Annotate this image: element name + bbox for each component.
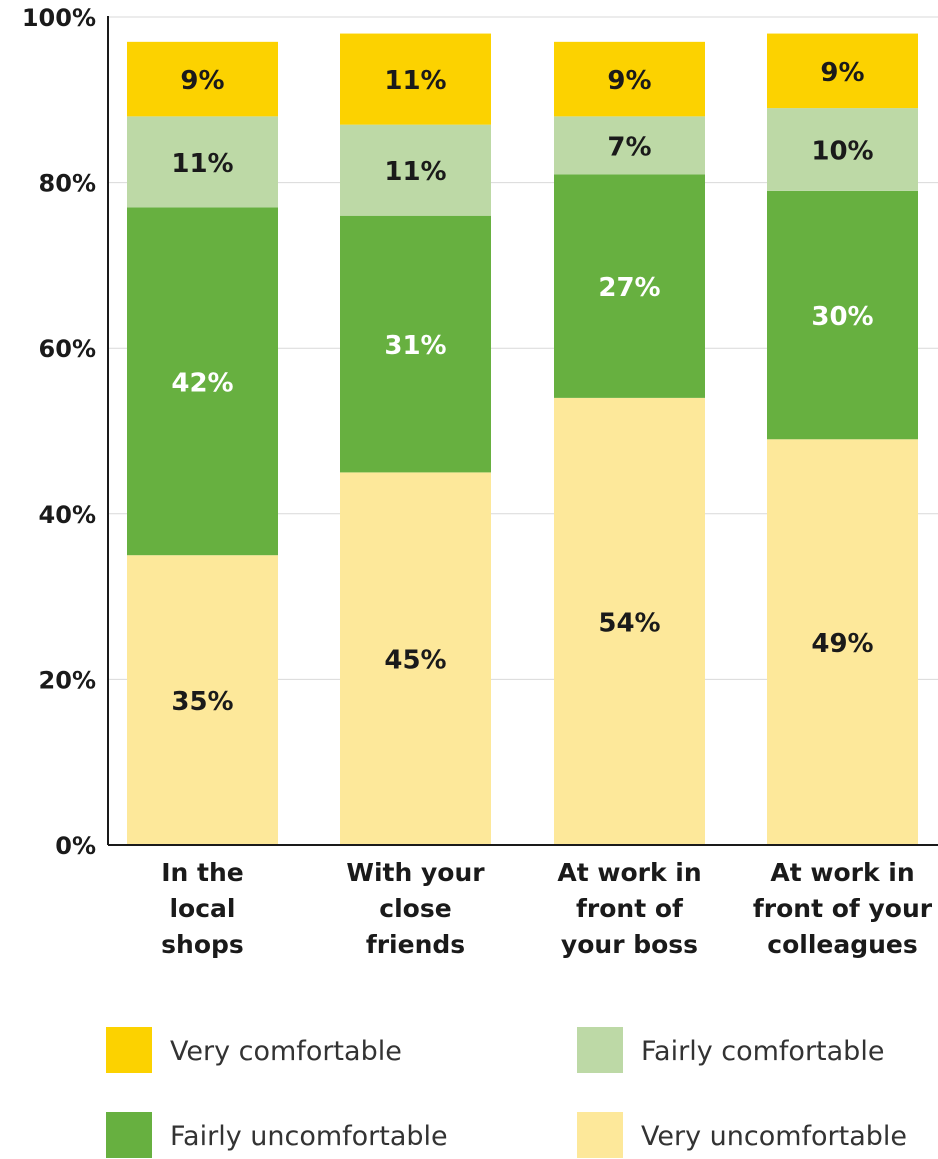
y-tick-label: 40% — [39, 501, 96, 529]
bar-segment — [767, 190, 918, 440]
bar-value-label: 49% — [811, 629, 873, 659]
bar-value-label: 31% — [384, 331, 446, 361]
bar-value-label: 54% — [598, 608, 660, 638]
bar-stack: 49% 30% 10% 9% — [767, 33, 918, 845]
bar-segment — [340, 215, 491, 473]
bar-segment — [554, 397, 705, 845]
bar-segment — [767, 108, 918, 191]
legend-swatch — [577, 1027, 623, 1073]
bar-segment — [767, 33, 918, 109]
bar-value-label: 11% — [384, 66, 446, 96]
bar-segment — [127, 116, 278, 208]
bar-value-label: 27% — [598, 273, 660, 303]
bar-value-label: 45% — [384, 646, 446, 676]
bar-value-label: 9% — [820, 58, 864, 88]
bar-segment — [340, 124, 491, 216]
bar-value-label: 42% — [171, 368, 233, 398]
x-category-label: With your close friends — [346, 858, 485, 959]
bar-value-label: 10% — [811, 136, 873, 166]
bars: 35% 42% 11% 9% 45% 31% 11% 11% 54% 27% 7% 9% 49% 30% 1… — [127, 33, 918, 845]
legend-item: Very uncomfortable — [577, 1112, 907, 1158]
bar-segment — [767, 439, 918, 845]
y-tick-label: 100% — [22, 4, 96, 32]
bar-segment — [554, 41, 705, 117]
legend-swatch — [577, 1112, 623, 1158]
bar-value-label: 9% — [180, 66, 224, 96]
bar-value-label: 35% — [171, 687, 233, 717]
x-category-label: At work in front of your boss — [557, 858, 701, 959]
legend-swatch — [106, 1112, 152, 1158]
legend-item: Fairly comfortable — [577, 1027, 884, 1073]
y-tick-label: 0% — [55, 832, 96, 860]
bar-segment — [127, 41, 278, 117]
bar-stack: 54% 27% 7% 9% — [554, 41, 705, 845]
bar-segment — [340, 472, 491, 845]
legend-label: Fairly comfortable — [641, 1036, 884, 1067]
bar-segment — [554, 116, 705, 175]
bar-stack: 35% 42% 11% 9% — [127, 41, 278, 845]
legend-label: Fairly uncomfortable — [170, 1121, 448, 1152]
bar-segment — [127, 555, 278, 845]
y-tick-label: 60% — [39, 335, 96, 363]
bar-segment — [127, 207, 278, 556]
axes — [107, 16, 938, 846]
legend-item: Very comfortable — [106, 1027, 402, 1073]
bar-segment — [554, 174, 705, 398]
y-tick-label: 20% — [39, 666, 96, 694]
y-axis-ticks: 0% 20% 40% 60% 80% 100% — [22, 4, 96, 860]
legend: Very comfortable Fairly comfortable Fairly… — [106, 1027, 907, 1158]
bar-value-label: 7% — [607, 132, 651, 162]
legend-label: Very uncomfortable — [641, 1121, 907, 1152]
bar-value-label: 11% — [384, 157, 446, 187]
legend-item: Fairly uncomfortable — [106, 1112, 448, 1158]
bar-value-label: 9% — [607, 66, 651, 96]
bar-segment — [340, 33, 491, 125]
legend-swatch — [106, 1027, 152, 1073]
y-tick-label: 80% — [39, 170, 96, 198]
bar-stack: 45% 31% 11% 11% — [340, 33, 491, 845]
legend-label: Very comfortable — [170, 1036, 402, 1067]
x-category-label: At work in front of your colleagues — [753, 858, 933, 959]
bar-value-label: 30% — [811, 302, 873, 332]
x-axis-categories: In the local shops With your close friends At … — [161, 858, 933, 959]
bar-value-label: 11% — [171, 149, 233, 179]
x-category-label: In the local shops — [161, 858, 244, 959]
